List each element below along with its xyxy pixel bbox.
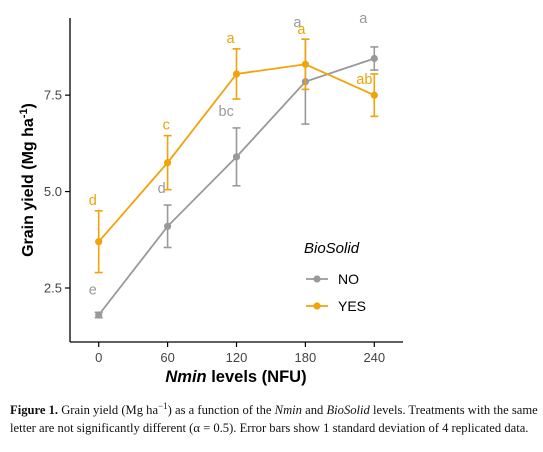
data-point [164,159,172,167]
caption-var2: BioSolid [326,403,370,418]
data-point [232,70,241,78]
figure-caption: Figure 1. Grain yield (Mg ha−1) as a fun… [10,398,538,437]
data-point [164,222,172,230]
significance-letter: d [89,193,97,209]
significance-letter: a [359,11,368,27]
significance-letter: ab [356,72,372,88]
x-ticks: 0 60 120 180 240 [95,342,385,365]
caption-part3: and [301,403,327,418]
data-point [370,91,378,99]
caption-part1: Grain yield (Mg ha [58,403,159,418]
y-axis-title: Grain yield (Mg ha-1) [18,103,37,257]
significance-letter: e [89,282,97,298]
data-point [95,238,103,246]
legend-title: BioSolid [304,240,360,257]
significance-letter: a [227,31,236,47]
caption-part4: levels. Treatments with the same letter … [10,403,538,435]
y-tick-label: 2.5 [44,281,62,296]
caption-label: Figure 1. [10,403,59,418]
caption-var1: Nmin [274,403,302,418]
data-point [232,153,241,161]
y-tick-label: 5.0 [44,184,62,199]
data-point [301,60,309,68]
legend-label: YES [338,298,366,314]
legend-label: NO [338,271,359,287]
data-point [95,311,103,319]
significance-letter: c [163,118,170,134]
y-tick-label: 7.5 [44,88,62,103]
significance-letter: bc [219,104,234,120]
significance-letter: d [158,181,166,197]
y-ticks: 2.5 5.0 7.5 [44,88,70,296]
data-point [370,54,378,63]
series-yes: d c a a ab [89,22,379,274]
legend-marker [313,302,321,310]
caption-sup: −1 [158,401,168,411]
grain-yield-chart: 2.5 5.0 7.5 0 60 120 180 240 Grain yield (Mg h… [18,11,403,386]
x-tick-label: 120 [226,350,248,365]
x-tick-label: 240 [363,350,385,365]
x-tick-label: 180 [295,350,317,365]
legend: BioSolid NO YES [304,240,366,314]
caption-part2: ) as a function of the [167,403,275,418]
legend-marker [313,275,321,283]
significance-letter: a [293,15,302,31]
x-tick-label: 0 [95,350,102,365]
legend-items: NO YES [306,271,366,314]
x-axis-title: Nmin levels (NFU) [165,368,306,386]
x-tick-label: 60 [160,350,174,365]
significance-letter: a [297,22,306,38]
